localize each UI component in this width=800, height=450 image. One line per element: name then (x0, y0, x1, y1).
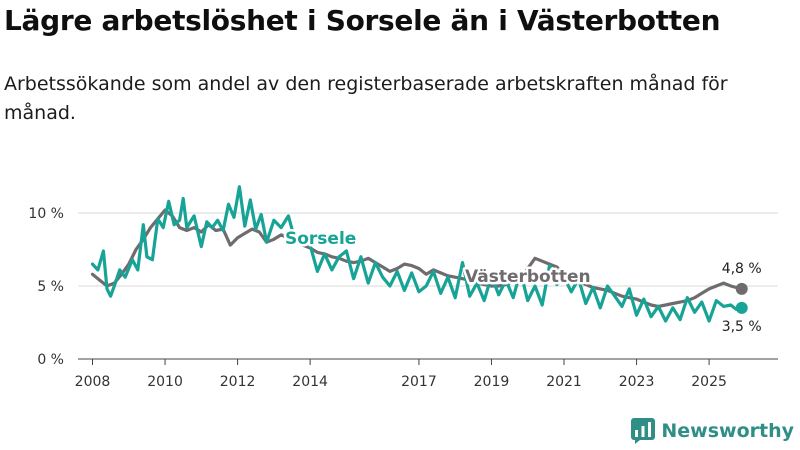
vasterbotten-label: Västerbotten (465, 267, 591, 287)
x-tick-label: 2021 (546, 374, 582, 390)
vasterbotten-end-point (735, 282, 748, 295)
x-tick-label: 2025 (691, 374, 727, 390)
x-tick-label: 2012 (220, 374, 256, 390)
sorsele-label: Sorsele (285, 229, 356, 249)
grid-layer: 0 % 5 % 10 % (28, 206, 778, 368)
vasterbotten-line (90, 208, 744, 308)
sorsele-line (90, 185, 744, 323)
chart-title: Lägre arbetslöshet i Sorsele än i Väster… (4, 4, 721, 37)
y-tick-label: 0 % (37, 352, 64, 368)
vasterbotten-end-label: 4,8 % (722, 261, 762, 277)
x-tick-label: 2019 (474, 374, 510, 390)
series-layer (90, 185, 748, 323)
x-tick-label: 2010 (147, 374, 183, 390)
sorsele-end-point (735, 301, 748, 314)
vasterbotten-label-halo: Västerbotten (465, 267, 591, 287)
newsworthy-brand[interactable]: Newsworthy (631, 418, 794, 444)
newsworthy-logo-icon (631, 418, 656, 444)
x-tick-label: 2014 (292, 374, 328, 390)
sorsele-label-halo: Sorsele (285, 229, 356, 249)
x-tick-label: 2023 (619, 374, 655, 390)
x-tick-label: 2008 (75, 374, 111, 390)
x-axis: 2008 2010 2012 2014 2017 2019 2021 2023 2025 (75, 358, 778, 390)
brand-name: Newsworthy (661, 420, 794, 442)
sorsele-end-label: 3,5 % (722, 319, 762, 335)
y-tick-label: 10 % (28, 206, 64, 222)
y-tick-label: 5 % (37, 279, 64, 295)
chart-subtitle: Arbetssökande som andel av den registerb… (4, 73, 728, 124)
x-tick-label: 2017 (401, 374, 437, 390)
